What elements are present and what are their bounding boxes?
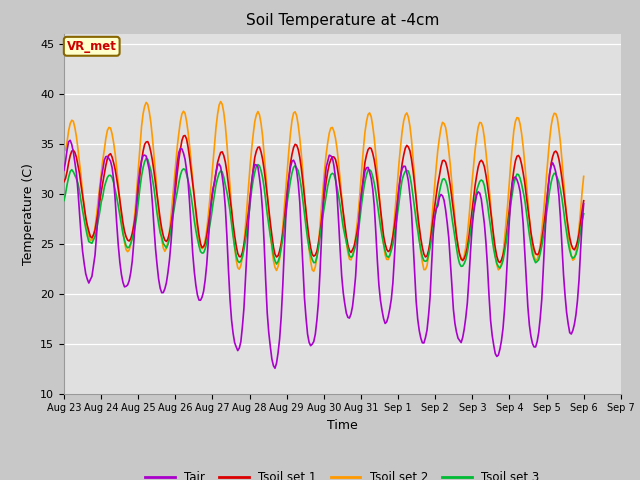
Legend: Tair, Tsoil set 1, Tsoil set 2, Tsoil set 3: Tair, Tsoil set 1, Tsoil set 2, Tsoil se… [141, 466, 544, 480]
Title: Soil Temperature at -4cm: Soil Temperature at -4cm [246, 13, 439, 28]
X-axis label: Time: Time [327, 419, 358, 432]
Y-axis label: Temperature (C): Temperature (C) [22, 163, 35, 264]
Text: VR_met: VR_met [67, 40, 116, 53]
